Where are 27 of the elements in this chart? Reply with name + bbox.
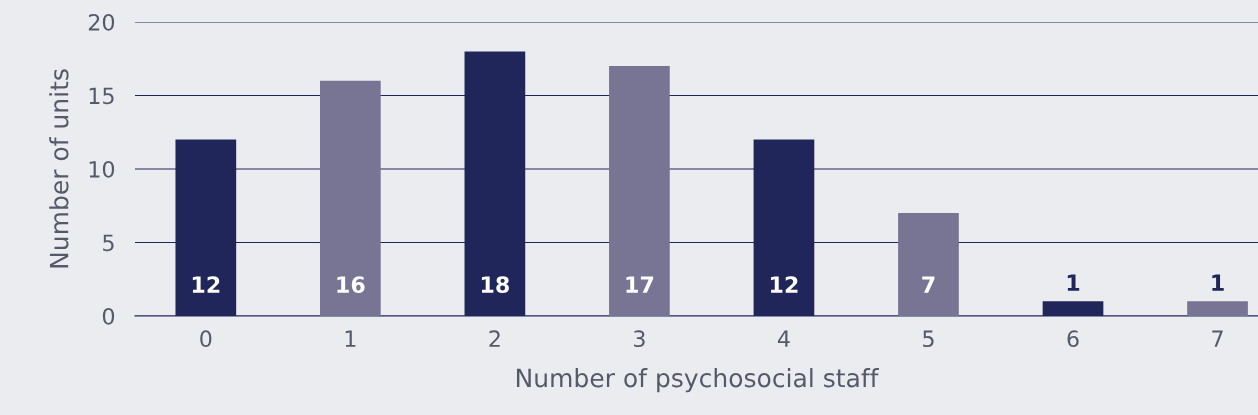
data-label: 18 — [481, 276, 509, 294]
x-axis-title: Number of psychosocial staff — [516, 368, 879, 393]
y-tick-label: 15 — [89, 87, 114, 105]
y-tick-label: 5 — [103, 234, 114, 252]
bar — [1187, 301, 1248, 316]
x-tick-label: 3 — [634, 330, 645, 348]
data-label: 7 — [922, 276, 935, 293]
y-tick-label: 10 — [89, 160, 115, 178]
bar — [320, 80, 381, 316]
x-tick-label: 1 — [345, 330, 356, 347]
data-label: 12 — [192, 276, 220, 293]
data-label: 16 — [337, 276, 365, 294]
x-tick-label: 2 — [489, 330, 500, 347]
x-tick-label: 4 — [777, 330, 790, 347]
x-tick-label: 7 — [1212, 330, 1223, 347]
x-tick-label: 6 — [1067, 330, 1079, 348]
data-label: 17 — [626, 276, 654, 293]
data-label: 12 — [770, 276, 798, 293]
x-tick-label: 5 — [923, 330, 934, 348]
x-tick-label: 0 — [200, 330, 212, 348]
bar — [898, 213, 959, 316]
bar — [609, 66, 670, 316]
data-label: 1 — [1212, 274, 1224, 291]
y-tick-label: 20 — [88, 13, 115, 31]
y-axis-title: Number of units — [49, 69, 69, 268]
data-label: 1 — [1067, 274, 1080, 291]
y-tick-label: 0 — [102, 307, 115, 325]
